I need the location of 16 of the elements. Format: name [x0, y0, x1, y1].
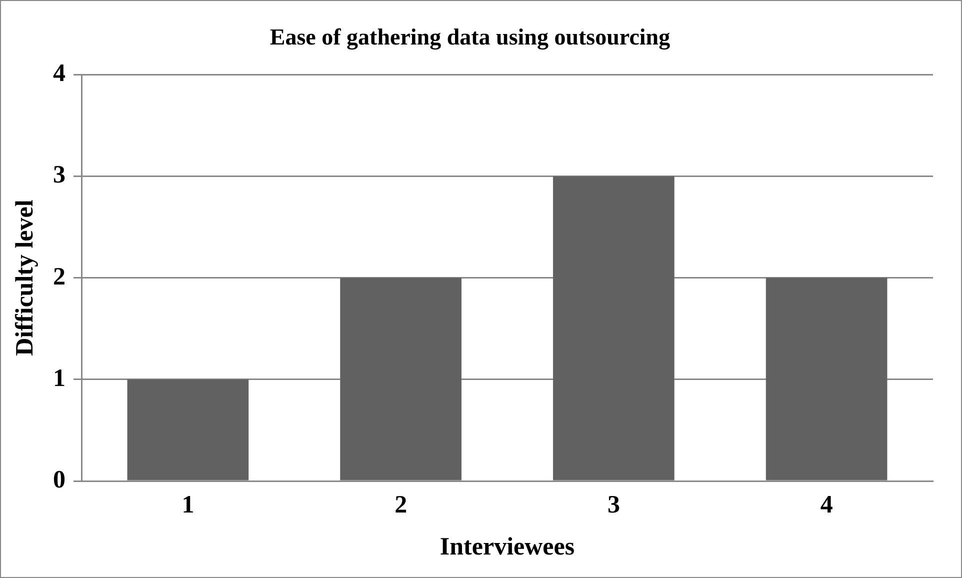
- x-tick-label: 4: [820, 491, 834, 518]
- x-tick-label: 2: [394, 491, 408, 518]
- x-tick-label: 3: [607, 491, 620, 518]
- x-tick-label: 1: [182, 491, 194, 518]
- chart-title: Ease of gathering data using outsourcing: [270, 24, 671, 51]
- y-tick-label: 3: [53, 162, 66, 189]
- y-axis-title: Difficulty level: [11, 200, 38, 356]
- y-tick-label: 0: [53, 466, 66, 494]
- bar: [127, 379, 249, 480]
- bar: [766, 278, 888, 480]
- x-axis-title: Interviewees: [440, 533, 575, 560]
- y-tick-label: 1: [53, 364, 66, 392]
- y-tick-label: 2: [53, 263, 66, 290]
- y-tick-label: 4: [53, 60, 66, 88]
- bar: [553, 176, 674, 480]
- bar: [340, 278, 462, 480]
